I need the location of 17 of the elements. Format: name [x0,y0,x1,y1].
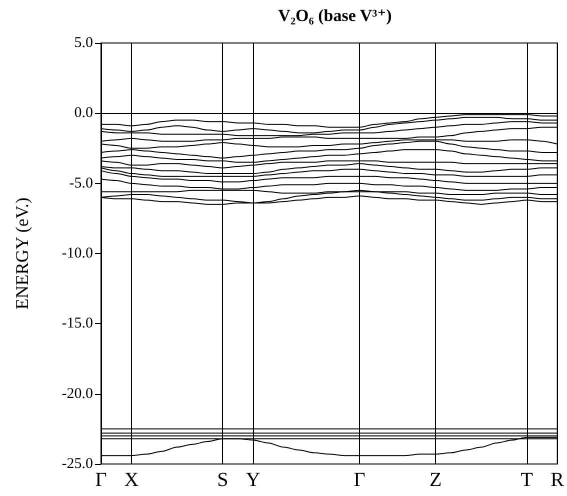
y-tick-label: 5.0 [74,35,93,51]
y-tick-label: -15.0 [62,316,93,332]
x-tick-label: Z [430,469,442,491]
x-tick-label: X [124,469,140,491]
y-tick-label: -25.0 [62,456,93,472]
y-tick-label: -20.0 [62,386,93,402]
y-tick-label: -5.0 [69,175,93,192]
x-tick-label: R [550,469,565,491]
y-axis-title: ENERGY (eV.) [12,198,32,310]
chart-title: V₂O₆ (base V³⁺) [278,6,392,25]
x-tick-label: S [217,469,228,491]
x-tick-label: Γ [95,469,107,491]
y-tick-label: -10.0 [62,246,93,262]
x-tick-label: Γ [354,469,366,491]
x-tick-label: T [520,469,534,491]
y-tick-label: 0.0 [74,105,93,122]
x-tick-label: Y [246,469,260,491]
